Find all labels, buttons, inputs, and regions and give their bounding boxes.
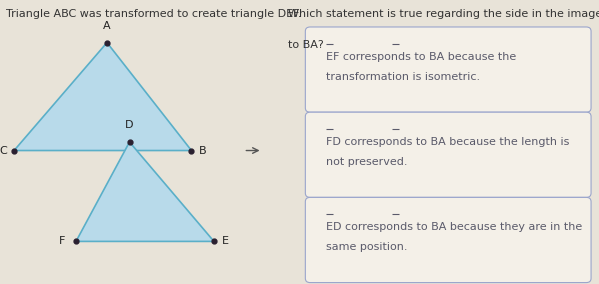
- Text: F: F: [59, 236, 65, 247]
- Text: same position.: same position.: [326, 242, 407, 252]
- Text: E: E: [222, 236, 229, 247]
- Polygon shape: [14, 43, 192, 151]
- FancyBboxPatch shape: [305, 197, 591, 283]
- Text: A: A: [103, 20, 111, 31]
- FancyBboxPatch shape: [305, 112, 591, 197]
- Text: B: B: [199, 145, 207, 156]
- Text: D: D: [125, 120, 134, 130]
- Text: Which statement is true regarding the side in the image that corresponds: Which statement is true regarding the si…: [288, 9, 599, 18]
- Text: to BA?: to BA?: [288, 40, 323, 50]
- Text: EF corresponds to BA because the: EF corresponds to BA because the: [326, 52, 516, 62]
- Text: C: C: [0, 145, 7, 156]
- Text: ED corresponds to BA because they are in the: ED corresponds to BA because they are in…: [326, 222, 582, 232]
- Text: not preserved.: not preserved.: [326, 157, 407, 167]
- Text: FD corresponds to BA because the length is: FD corresponds to BA because the length …: [326, 137, 570, 147]
- Text: transformation is isometric.: transformation is isometric.: [326, 72, 480, 82]
- Text: Triangle ABC was transformed to create triangle DEF.: Triangle ABC was transformed to create t…: [5, 9, 301, 18]
- FancyBboxPatch shape: [305, 27, 591, 112]
- Polygon shape: [76, 142, 214, 241]
